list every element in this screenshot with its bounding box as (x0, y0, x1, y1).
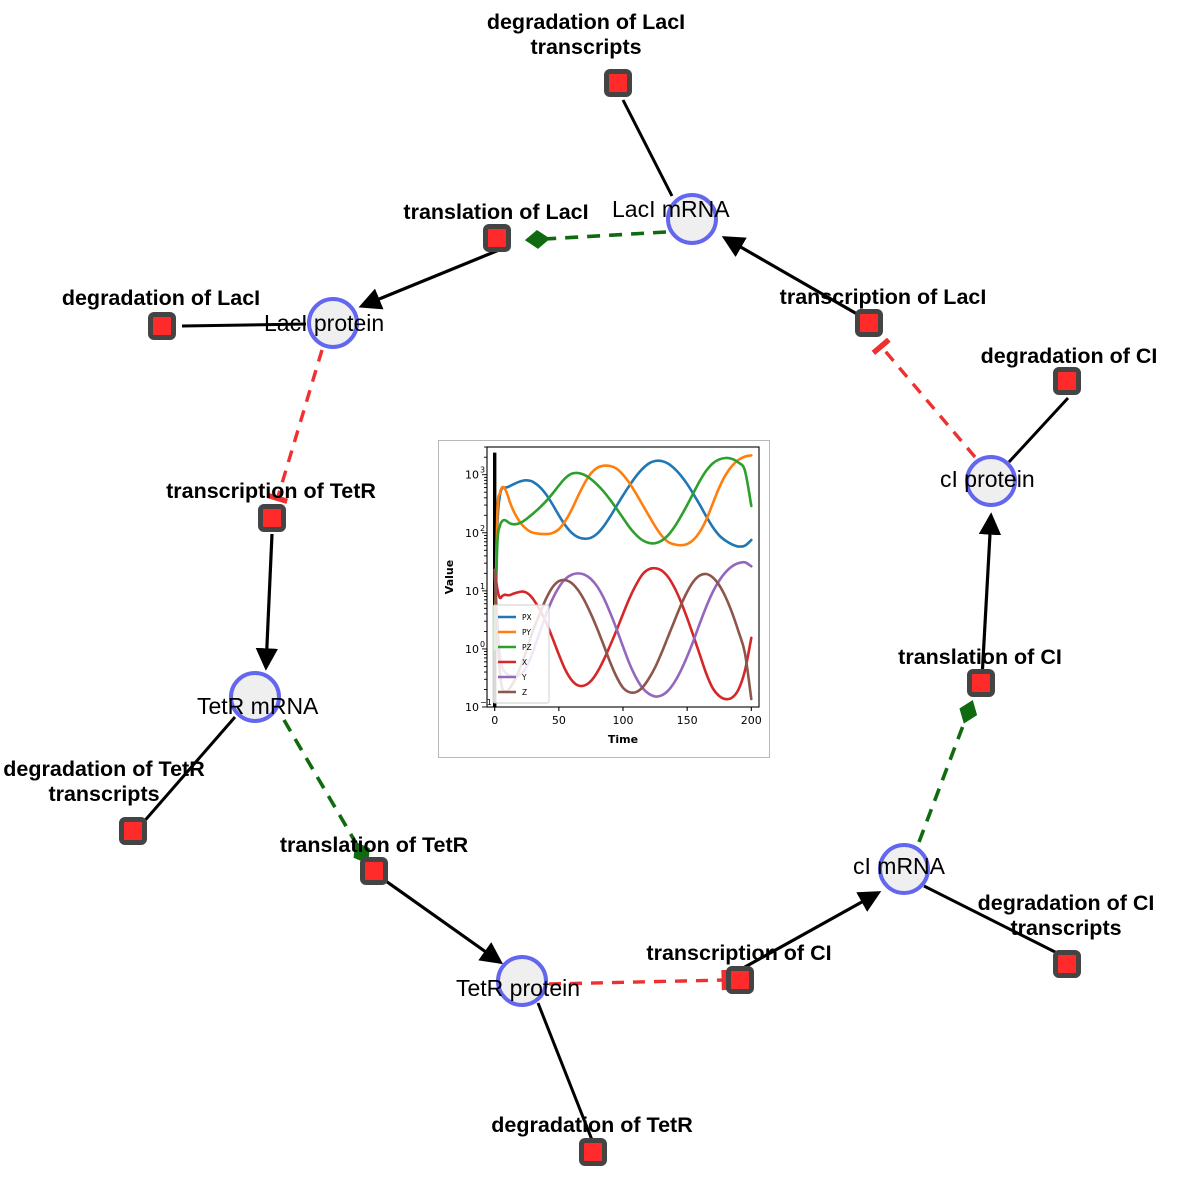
svg-text:10: 10 (465, 585, 479, 598)
edge-ciprotein-inhibits-transcriptionlaci (871, 337, 977, 459)
edge-tetrprotein-degtetr (536, 1002, 596, 1146)
svg-text:10: 10 (465, 701, 479, 714)
reaction-node-degradation-of-tetr[interactable] (579, 1138, 607, 1166)
svg-text:10: 10 (465, 469, 479, 482)
inset-timeseries-plot: 0 50 100 150 200 10 −1 10 0 10 1 10 2 10 3 PX PY PZ X Y Z T… (438, 440, 770, 758)
edge-transcriptionlaci-lacimrna (721, 236, 865, 320)
species-node-laci-mrna[interactable] (666, 193, 718, 245)
svg-text:−1: −1 (480, 698, 492, 707)
reaction-label-degradation-of-laci-transcripts: degradation of LacI transcripts (486, 10, 686, 60)
species-node-tetr-mrna[interactable] (229, 671, 281, 723)
reaction-label-transcription-of-tetr: transcription of TetR (166, 479, 376, 503)
edge-group-plain (139, 99, 1070, 1146)
plot-xaxis-title: Time (608, 733, 638, 746)
edge-lacimrna-catalyzes-translationlaci (524, 229, 667, 249)
plot-xtick-label: 100 (613, 714, 634, 727)
reaction-label-translation-of-tetr: translation of TetR (279, 833, 469, 857)
plot-line-X (493, 566, 753, 701)
svg-text:0: 0 (480, 640, 485, 649)
reaction-node-degradation-of-laci[interactable] (148, 312, 176, 340)
reaction-node-degradation-of-ci[interactable] (1053, 367, 1081, 395)
reaction-label-degradation-of-tetr: degradation of TetR (491, 1113, 693, 1137)
svg-text:10: 10 (465, 643, 479, 656)
reaction-node-transcription-of-tetr[interactable] (258, 504, 286, 532)
reaction-node-degradation-of-tetr-transcripts[interactable] (119, 817, 147, 845)
plot-xtick-label: 200 (741, 714, 762, 727)
plot-legend-label-Z: Z (522, 688, 527, 697)
reaction-node-transcription-of-ci[interactable] (726, 966, 754, 994)
species-label-ci-protein: cI protein (940, 466, 1035, 492)
plot-legend-label-PZ: PZ (522, 643, 532, 652)
edge-translationci-ciprotein (978, 512, 1002, 679)
edge-group-inhibition (266, 337, 977, 991)
plot-legend-label-Y: Y (521, 673, 527, 682)
plot-legend: PX PY PZ XYZ (492, 604, 550, 704)
edge-cimrna-degcitranscripts (923, 884, 1066, 959)
plot-legend-label-PX: PX (522, 613, 532, 622)
plot-legend-label-PY: PY (522, 628, 531, 637)
edge-tetrmrna-catalyzes-translationtetr (282, 719, 370, 864)
reaction-node-translation-of-ci[interactable] (967, 669, 995, 697)
plot-line-PZ (493, 456, 753, 651)
species-node-tetr-protein[interactable] (496, 955, 548, 1007)
reaction-label-degradation-of-ci-transcripts: degradation of CI transcripts (977, 891, 1155, 941)
reaction-node-transcription-of-laci[interactable] (855, 309, 883, 337)
edge-tetrprotein-inhibits-transcriptionci (548, 969, 728, 991)
plot-legend-label-X: X (522, 658, 527, 667)
reaction-node-degradation-of-ci-transcripts[interactable] (1053, 950, 1081, 978)
reaction-node-translation-of-laci[interactable] (483, 224, 511, 252)
plot-line-PY (493, 454, 753, 651)
edge-group-production (255, 236, 1002, 974)
edge-translationtetr-tetrprotein (382, 877, 504, 965)
edge-cimrna-catalyzes-translationci (917, 700, 978, 843)
reaction-label-transcription-of-ci: transcription of CI (646, 941, 832, 965)
plot-ytick-label: 10 −1 (465, 698, 492, 714)
species-label-laci-protein: LacI protein (264, 310, 385, 336)
edge-group-catalysis (282, 229, 978, 864)
species-label-ci-mrna: cI mRNA (853, 853, 945, 879)
species-node-laci-protein[interactable] (307, 297, 359, 349)
plot-axis-titles: Time Value (443, 560, 638, 746)
plot-ytick-label: 10 3 (465, 466, 485, 482)
edge-lacimrna-deglacitranscripts (621, 99, 674, 197)
species-node-ci-mrna[interactable] (878, 843, 930, 895)
plot-xtick-label: 150 (677, 714, 698, 727)
species-node-ci-protein[interactable] (965, 455, 1017, 507)
reaction-node-degradation-of-laci-transcripts[interactable] (604, 69, 632, 97)
reaction-node-translation-of-tetr[interactable] (360, 857, 388, 885)
species-label-tetr-protein: TetR protein (456, 975, 581, 1001)
plot-ytick-label: 10 0 (465, 640, 485, 656)
svg-text:1: 1 (480, 582, 485, 591)
svg-text:3: 3 (480, 466, 485, 475)
plot-ytick-label: 10 2 (465, 524, 485, 540)
plot-xtick-label: 0 (491, 714, 498, 727)
edge-laciprotein-inhibits-transcriptiontetr (266, 349, 324, 504)
edge-tetrmrna-degtetrtranscripts (139, 716, 237, 826)
species-label-tetr-mrna: TetR mRNA (197, 693, 319, 719)
reaction-label-translation-of-laci: translation of LacI (403, 200, 589, 224)
svg-text:10: 10 (465, 527, 479, 540)
plot-ytick-label: 10 1 (465, 582, 485, 598)
reaction-label-degradation-of-tetr-transcripts: degradation of TetR transcripts (3, 757, 205, 807)
plot-xtick-label: 50 (552, 714, 566, 727)
reaction-label-translation-of-ci: translation of CI (898, 645, 1062, 669)
reaction-label-degradation-of-laci: degradation of LacI (61, 286, 261, 310)
edge-ciprotein-degci (1007, 396, 1070, 464)
edge-transcriptiontetr-tetrmrna (255, 533, 279, 671)
plot-line-PX (493, 459, 753, 651)
edge-translationlaci-laciprotein (358, 248, 500, 310)
edge-laciprotein-deglaci (181, 322, 307, 328)
reaction-label-degradation-of-ci: degradation of CI (980, 344, 1158, 368)
svg-text:2: 2 (480, 524, 485, 533)
plot-yaxis-title: Value (443, 560, 456, 594)
edge-transcriptionci-cimrna (735, 891, 882, 974)
reaction-label-transcription-of-laci: transcription of LacI (779, 285, 987, 309)
species-label-laci-mrna: LacI mRNA (612, 196, 730, 222)
